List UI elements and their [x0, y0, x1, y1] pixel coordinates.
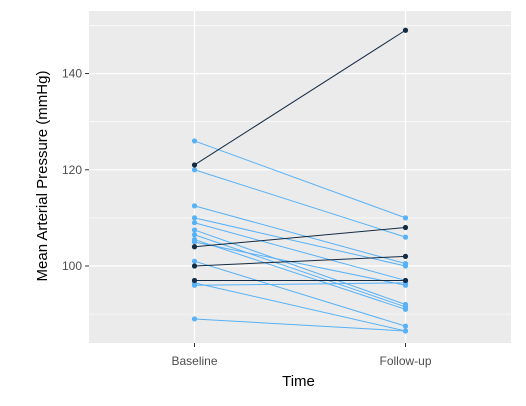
data-point: [191, 203, 198, 209]
series-lines: [194, 29, 406, 332]
data-point: [402, 282, 409, 288]
data-point: [191, 138, 198, 144]
y-axis-title: Mean Arterial Pressure (mmHg): [34, 71, 51, 282]
data-point: [191, 227, 198, 233]
data-point: [191, 277, 198, 284]
data-point: [191, 215, 198, 221]
data-point: [402, 277, 409, 284]
data-point: [191, 244, 198, 250]
data-point: [191, 316, 198, 322]
series-line: [194, 318, 406, 332]
y-tick-label: 140: [62, 67, 82, 81]
data-point: [191, 263, 198, 269]
data-point: [402, 27, 409, 33]
series-line: [194, 282, 406, 332]
series-line: [194, 227, 406, 248]
data-point: [402, 328, 409, 334]
x-tick-label: Baseline: [171, 354, 217, 368]
data-point: [191, 162, 198, 168]
series-line: [194, 239, 406, 310]
series-line: [194, 260, 406, 327]
data-point: [402, 215, 409, 221]
data-point: [402, 261, 409, 267]
series-line: [194, 255, 406, 267]
data-point: [191, 236, 198, 243]
y-tick-label: 120: [62, 163, 82, 177]
data-point: [191, 220, 198, 226]
data-point: [191, 258, 198, 264]
series-line: [194, 29, 406, 166]
data-point: [402, 224, 409, 231]
data-point: [191, 232, 198, 238]
y-axis: 100 120 140: [62, 67, 89, 273]
data-point: [402, 301, 409, 308]
series-points: [191, 27, 409, 334]
series-line: [194, 205, 406, 265]
x-axis-title: Time: [282, 373, 315, 390]
series-line: [194, 241, 406, 286]
series-line: [194, 234, 406, 308]
series-line: [194, 222, 406, 281]
series-line: [194, 169, 406, 238]
data-point: [402, 234, 409, 240]
data-point: [191, 167, 198, 173]
series-line: [194, 229, 406, 305]
x-axis: Baseline Follow-up: [171, 343, 432, 368]
y-tick-label: 100: [62, 259, 82, 273]
series-line: [194, 140, 406, 219]
data-point: [402, 253, 409, 259]
data-point: [402, 323, 409, 329]
x-tick-label: Follow-up: [379, 354, 431, 368]
series-line: [194, 282, 406, 286]
minor-grid: [89, 25, 511, 315]
plot-panel: [89, 11, 511, 343]
